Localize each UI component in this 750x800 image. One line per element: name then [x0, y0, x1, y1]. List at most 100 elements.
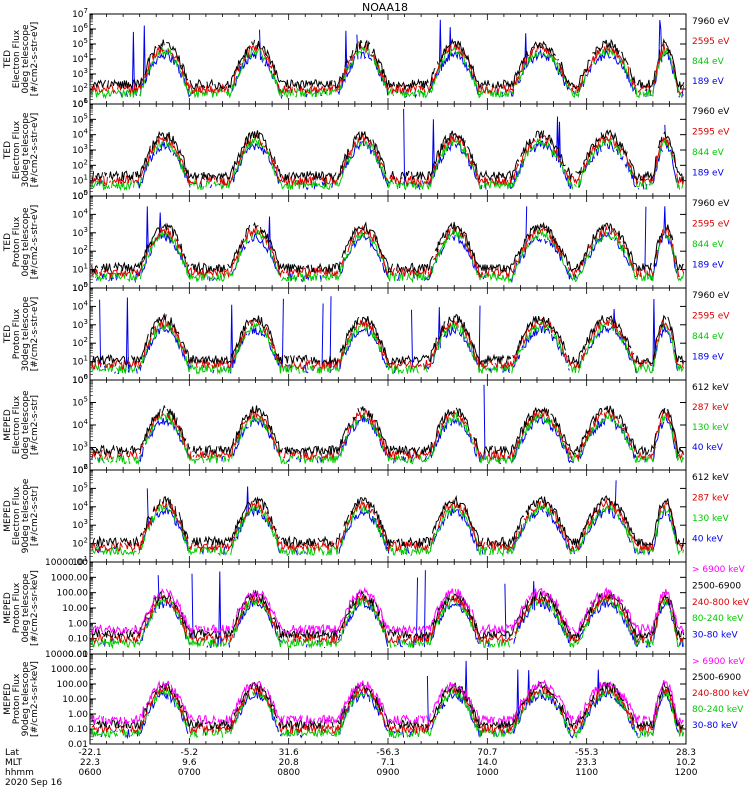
y-tick-label: 0.01 — [68, 740, 88, 750]
y-axis-label: TED — [3, 325, 13, 344]
footer-row-label: MLT — [5, 758, 23, 768]
series-trace — [92, 37, 685, 91]
y-axis-label: MEPED — [3, 500, 13, 532]
legend-entry: 2595 eV — [692, 220, 730, 230]
legend-entry: 844 eV — [692, 57, 725, 67]
legend-entry: 40 keV — [692, 535, 724, 545]
y-axis-label: [#/cm2-s-str-eV] — [30, 22, 40, 97]
footer-tick-value: 1000 — [476, 768, 499, 778]
y-axis-label: 0deg telescope — [21, 24, 31, 94]
footer-tick-value: 7.1 — [381, 758, 395, 768]
legend-entry: 2500-6900 — [692, 581, 741, 591]
footer-tick-value: 22.3 — [80, 758, 100, 768]
legend-entry: 844 eV — [692, 332, 725, 342]
y-axis-label: 0deg telescope — [21, 207, 31, 277]
footer-tick-value: -5.2 — [181, 748, 199, 758]
legend-entry: > 6900 keV — [692, 657, 746, 667]
legend-entry: > 6900 keV — [692, 565, 746, 575]
legend-entry: 130 keV — [692, 514, 729, 524]
legend-entry: 189 eV — [692, 77, 725, 87]
legend-entry: 844 eV — [692, 148, 725, 158]
y-tick-label: 105 — [72, 189, 88, 202]
y-axis-label: [#/cm2-s-str-eV] — [30, 113, 40, 188]
y-tick-label: 105 — [72, 396, 88, 409]
series-trace — [99, 296, 683, 374]
series-trace — [91, 224, 685, 279]
y-tick-label: 102 — [72, 336, 88, 349]
legend-entry: 240-800 keV — [692, 598, 750, 608]
footer-tick-value: 1100 — [575, 768, 598, 778]
legend-entry: 612 keV — [692, 383, 729, 393]
series-trace — [92, 495, 685, 549]
y-tick-label: 104 — [72, 52, 88, 65]
y-tick-label: 103 — [72, 67, 88, 80]
y-tick-label: 106 — [72, 97, 88, 110]
y-axis-label: Electron Flux — [12, 395, 22, 454]
footer-tick-value: 9.6 — [182, 758, 197, 768]
series-trace — [91, 312, 684, 366]
y-tick-label: 102 — [72, 244, 88, 257]
legend-entry: 287 keV — [692, 403, 729, 413]
series-trace — [91, 132, 685, 187]
panel-4: 100 101 102 103 104 105 TED Proton Flux 30deg te… — [3, 281, 730, 386]
y-tick-label: 101 — [72, 555, 88, 568]
y-axis-label: Electron Flux — [12, 29, 22, 88]
y-axis-label: TED — [3, 141, 13, 160]
footer-tick-value: 23.3 — [577, 758, 597, 768]
footer-tick-value: 70.7 — [477, 748, 497, 758]
y-tick-label: 101 — [72, 97, 88, 110]
y-tick-label: 100 — [72, 189, 88, 202]
y-axis-label: Proton Flux — [12, 673, 22, 724]
y-tick-label: 102 — [72, 463, 88, 476]
y-tick-label: 10000.00 — [45, 650, 88, 660]
footer-tick-value: 0700 — [178, 768, 201, 778]
y-tick-label: 10000.00 — [45, 558, 88, 568]
footer-tick-value: 0800 — [277, 768, 300, 778]
chart-title: NOAA18 — [362, 1, 408, 14]
series-trace — [91, 136, 685, 192]
y-tick-label: 105 — [72, 481, 88, 494]
y-tick-label: 100 — [72, 281, 88, 294]
footer-tick-value: -22.1 — [78, 748, 101, 758]
legend-entry: 2595 eV — [692, 312, 730, 322]
y-tick-label: 101 — [72, 355, 88, 368]
footer-tick-value: 28.3 — [676, 748, 696, 758]
y-axis-label: TED — [3, 233, 13, 252]
y-tick-label: 102 — [72, 82, 88, 95]
y-axis-label: [#/cm2-s-sr-keV] — [30, 661, 40, 737]
legend-entry: 2500-6900 — [692, 673, 741, 683]
legend-entry: 2595 eV — [692, 37, 730, 47]
y-axis-label: [#/cm2-s-str] — [30, 486, 40, 546]
panel-1: 101 102 103 104 105 106 107 TED Electron Flux 0de… — [3, 7, 730, 110]
footer-tick-value: 31.6 — [279, 748, 299, 758]
y-tick-label: 107 — [72, 7, 88, 20]
y-axis-label: MEPED — [3, 592, 13, 624]
y-tick-label: 1.00 — [68, 710, 88, 720]
footer-tick-value: 20.8 — [279, 758, 299, 768]
footer-tick-value: 14.0 — [477, 758, 497, 768]
y-tick-label: 104 — [72, 299, 88, 312]
series-trace — [91, 502, 685, 558]
y-tick-label: 106 — [72, 463, 88, 476]
y-tick-label: 105 — [72, 37, 88, 50]
y-axis-label: [#/cm2-s-str-eV] — [30, 205, 40, 280]
y-axis-label: 0deg telescope — [21, 390, 31, 460]
y-tick-label: 1000.00 — [51, 665, 88, 675]
y-tick-label: 100.00 — [57, 589, 89, 599]
y-tick-label: 103 — [72, 143, 88, 156]
footer-tick-value: 0600 — [79, 768, 102, 778]
panel-2: 100 101 102 103 104 105 106 TED Electron Flux 30d… — [3, 97, 730, 202]
series-trace — [97, 480, 677, 555]
footer-tick-value: -56.3 — [376, 748, 399, 758]
panel-3: 100 101 102 103 104 105 TED Proton Flux 0deg tel… — [3, 189, 730, 294]
y-axis-label: 30deg telescope — [21, 296, 31, 371]
y-tick-label: 104 — [72, 500, 88, 513]
y-tick-label: 1000.00 — [51, 573, 88, 583]
legend-entry: 7960 eV — [692, 199, 730, 209]
y-axis-label: Proton Flux — [12, 308, 22, 359]
y-tick-label: 104 — [72, 418, 88, 431]
y-tick-label: 103 — [72, 318, 88, 331]
y-tick-label: 103 — [72, 518, 88, 531]
legend-entry: 80-240 keV — [692, 705, 744, 715]
